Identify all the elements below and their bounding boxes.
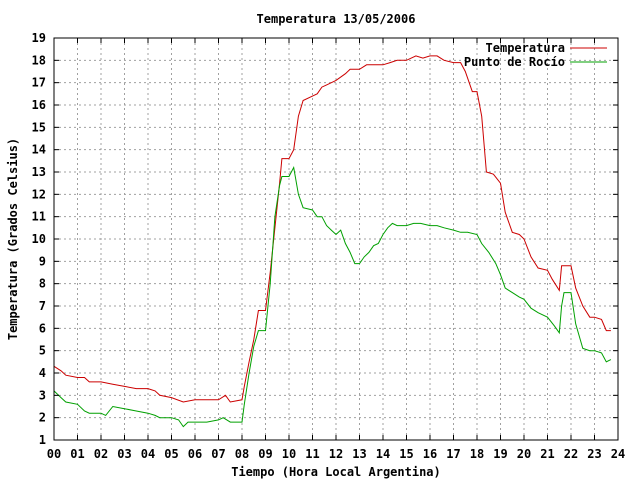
- x-tick-label: 05: [164, 447, 178, 461]
- y-tick-label: 9: [39, 254, 46, 268]
- legend-label-punto-de-rocio: Punto de Rocío: [464, 55, 565, 69]
- y-tick-label: 5: [39, 344, 46, 358]
- x-tick-label: 07: [211, 447, 225, 461]
- y-tick-label: 8: [39, 277, 46, 291]
- x-tick-label: 16: [423, 447, 437, 461]
- x-tick-label: 21: [540, 447, 554, 461]
- chart-title: Temperatura 13/05/2006: [257, 12, 416, 26]
- x-tick-label: 15: [399, 447, 413, 461]
- y-tick-label: 4: [39, 366, 46, 380]
- x-tick-label: 10: [282, 447, 296, 461]
- x-tick-label: 17: [446, 447, 460, 461]
- x-tick-label: 06: [188, 447, 202, 461]
- y-tick-label: 12: [32, 187, 46, 201]
- y-tick-label: 2: [39, 411, 46, 425]
- x-tick-label: 19: [493, 447, 507, 461]
- x-tick-label: 24: [611, 447, 625, 461]
- y-tick-label: 14: [32, 143, 46, 157]
- x-tick-label: 22: [564, 447, 578, 461]
- x-tick-label: 02: [94, 447, 108, 461]
- y-tick-label: 19: [32, 31, 46, 45]
- y-tick-label: 17: [32, 76, 46, 90]
- y-tick-label: 13: [32, 165, 46, 179]
- x-tick-label: 18: [470, 447, 484, 461]
- y-tick-label: 3: [39, 388, 46, 402]
- x-axis-label: Tiempo (Hora Local Argentina): [231, 465, 441, 479]
- x-tick-label: 13: [352, 447, 366, 461]
- x-tick-label: 14: [376, 447, 390, 461]
- y-axis-label: Temperatura (Grados Celsius): [6, 138, 20, 340]
- legend-label-temperatura: Temperatura: [486, 41, 565, 55]
- y-tick-label: 18: [32, 53, 46, 67]
- data-series: [53, 55, 612, 428]
- y-tick-label: 1: [39, 433, 46, 447]
- x-tick-label: 11: [305, 447, 319, 461]
- x-tick-label: 12: [329, 447, 343, 461]
- y-tick-label: 6: [39, 321, 46, 335]
- series-line-punto-de-rocio: [53, 165, 612, 428]
- x-tick-label: 08: [235, 447, 249, 461]
- y-tick-label: 11: [32, 210, 46, 224]
- x-tick-label: 23: [587, 447, 601, 461]
- x-tick-label: 03: [117, 447, 131, 461]
- x-tick-label: 01: [70, 447, 84, 461]
- series-line-temperatura: [53, 55, 611, 403]
- y-tick-label: 10: [32, 232, 46, 246]
- y-tick-label: 16: [32, 98, 46, 112]
- x-tick-label: 20: [517, 447, 531, 461]
- y-tick-label: 15: [32, 120, 46, 134]
- y-tick-label: 7: [39, 299, 46, 313]
- legend: Temperatura Punto de Rocío: [464, 41, 607, 69]
- x-tick-label: 00: [47, 447, 61, 461]
- x-tick-label: 04: [141, 447, 155, 461]
- x-tick-label: 09: [258, 447, 272, 461]
- grid-lines: [54, 38, 618, 440]
